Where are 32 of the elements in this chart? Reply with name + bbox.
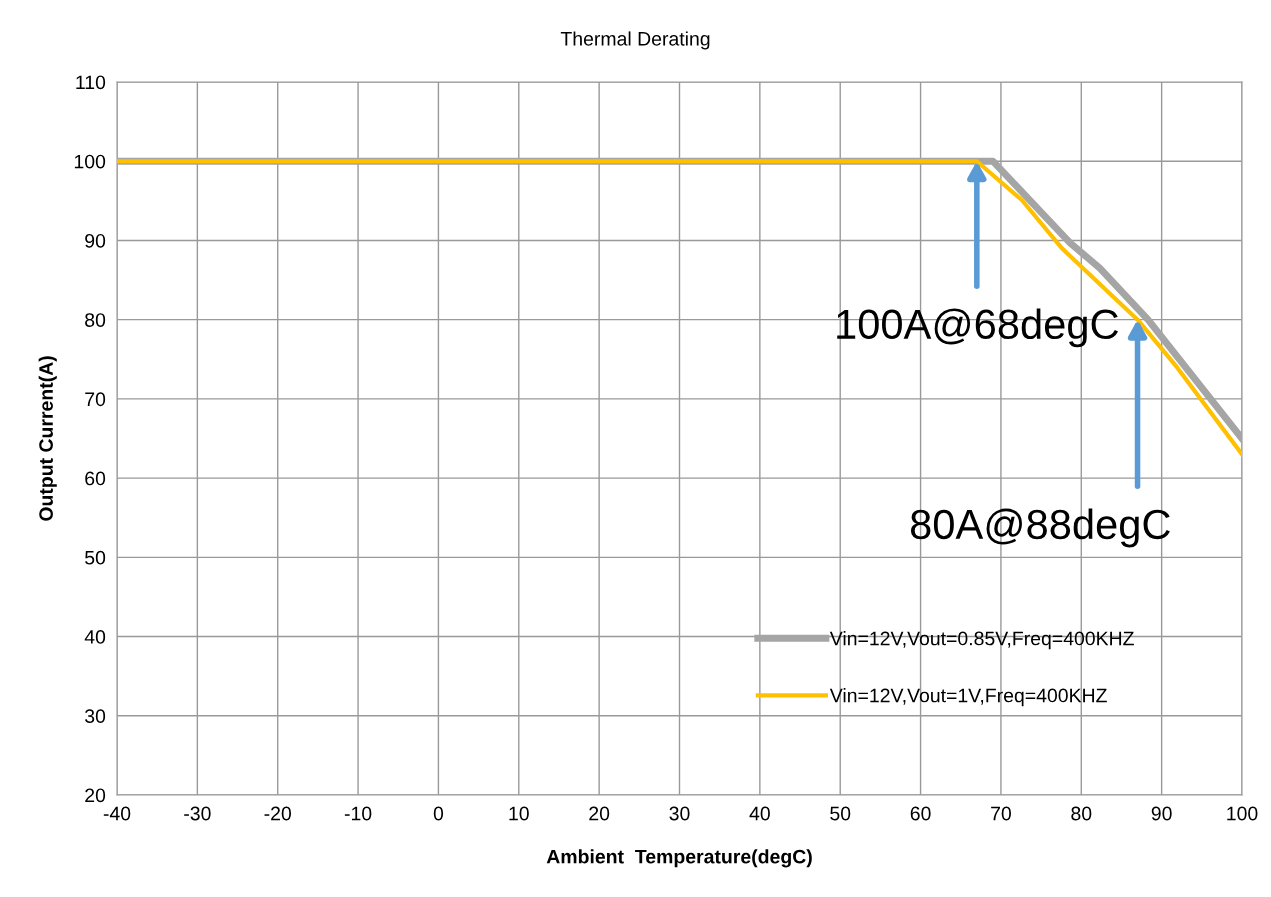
x-axis-title: Ambient Temperature(degC): [546, 849, 812, 868]
x-tick-label: 80: [1071, 806, 1092, 821]
y-tick-label: 110: [76, 75, 106, 90]
y-axis-title: Output Current(A): [38, 356, 57, 521]
legend-label: Vin=12V,Vout=1V,Freq=400KHZ: [829, 688, 1107, 707]
y-tick-label: 40: [84, 630, 106, 644]
x-tick-label: -40: [103, 806, 131, 821]
x-tick-label: 40: [749, 806, 770, 821]
y-tick-label: 80: [85, 313, 106, 327]
annotation: 100A@68degC: [837, 308, 1119, 348]
x-tick-label: 30: [669, 806, 690, 821]
annotation: 80A@88degC: [910, 508, 1170, 548]
y-tick-label: 50: [85, 550, 106, 565]
x-tick-label: -20: [264, 806, 292, 821]
x-tick-label: 70: [991, 806, 1011, 821]
x-tick-label: 20: [589, 806, 610, 821]
x-tick-label: -10: [344, 806, 372, 821]
x-tick-label: 10: [509, 806, 529, 821]
chart-title: Thermal Derating: [560, 31, 710, 50]
x-tick-label: 60: [910, 806, 931, 821]
y-tick-label: 100: [74, 154, 106, 169]
y-tick-label: 30: [85, 709, 106, 724]
y-tick-label: 70: [85, 392, 106, 407]
y-tick-label: 90: [85, 233, 106, 248]
y-tick-label: 60: [85, 471, 106, 486]
y-tick-label: 20: [85, 788, 106, 803]
x-tick-label: 0: [433, 806, 444, 821]
x-tick-label: 50: [830, 806, 851, 821]
x-tick-label: 100: [1227, 806, 1258, 821]
x-tick-label: -30: [184, 806, 211, 821]
legend-label: Vin=12V,Vout=0.85V,Freq=400KHZ: [829, 631, 1134, 650]
x-tick-label: 90: [1151, 806, 1172, 821]
